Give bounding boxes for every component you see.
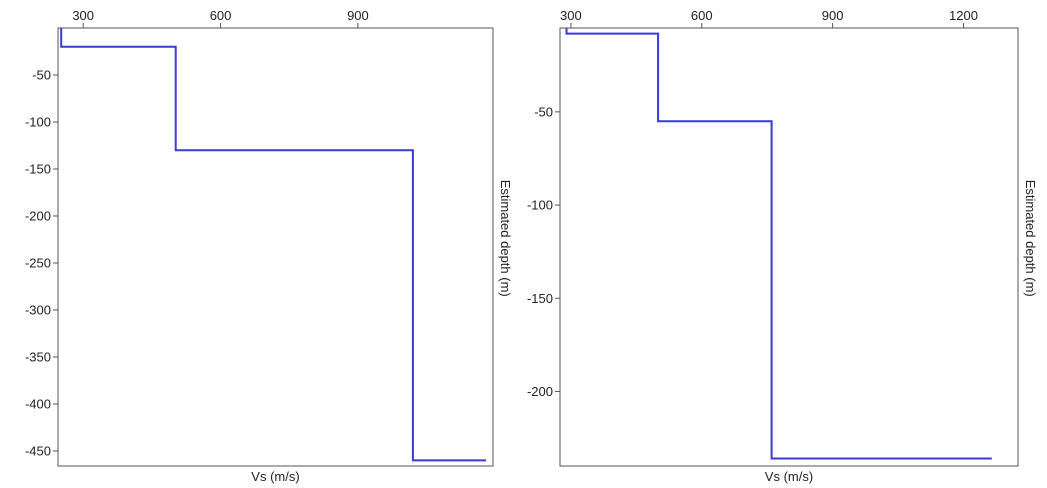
x-tick-label: 600 [691,8,713,23]
y-tick-label: -200 [527,384,553,399]
plot-frame [559,27,1019,467]
x-tick-label: 600 [210,8,232,23]
y-tick-label: -200 [25,208,51,223]
y-tick-label: -300 [25,302,51,317]
x-tick-label: 300 [560,8,582,23]
series-line-1 [565,28,992,460]
chart-panel-1: 300 600 900 -50 -100 -150 -200 -250 -300 -350 -400… [25,8,513,484]
y-tick-label: -100 [25,114,51,129]
plot-frame [57,27,494,467]
y-tick-label: -350 [25,349,51,364]
x-tick-label: 900 [822,8,844,23]
y-tick-label: -450 [25,443,51,458]
y-axis-label: Estimated depth (m) [498,180,513,297]
y-tick-label: -400 [25,396,51,411]
y-axis-label: Estimated depth (m) [1023,180,1038,297]
series-line-1 [60,28,487,462]
x-tick-label: 1200 [949,8,978,23]
chart-panel-2: 300 600 900 1200 -50 -100 -150 -200 Vs (m/s) Esti… [527,8,1038,484]
y-tick-label: -50 [534,104,553,119]
x-axis-label: Vs (m/s) [765,469,813,484]
y-tick-label: -150 [527,291,553,306]
y-tick-label: -50 [32,67,51,82]
x-tick-label: 300 [72,8,94,23]
x-axis-label: Vs (m/s) [251,469,299,484]
y-tick-label: -250 [25,255,51,270]
y-tick-label: -150 [25,161,51,176]
y-tick-label: -100 [527,198,553,213]
x-tick-label: 900 [347,8,369,23]
